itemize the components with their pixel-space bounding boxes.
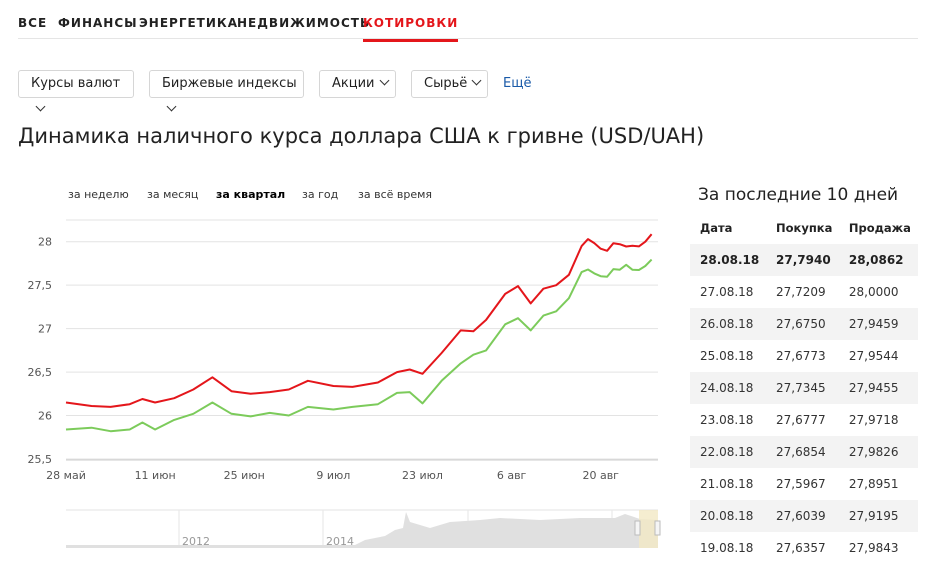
navigator-left-handle[interactable]	[634, 520, 641, 536]
x-tick-label: 11 июн	[135, 469, 176, 482]
table-row: 22.08.18 27,6854 27,9826	[690, 436, 918, 468]
cell-sell: 28,0862	[838, 244, 918, 276]
table-row: 25.08.18 27,6773 27,9544	[690, 340, 918, 372]
cell-sell: 27,9455	[838, 372, 918, 404]
nav-item-finance[interactable]: ФИНАНСЫ	[58, 16, 138, 30]
cell-buy: 27,6854	[766, 436, 839, 468]
cell-buy: 27,7940	[766, 244, 839, 276]
period-week[interactable]: за неделю	[68, 188, 129, 201]
table-row: 20.08.18 27,6039 27,9195	[690, 500, 918, 532]
period-year[interactable]: за год	[302, 188, 339, 201]
nav-item-realty[interactable]: НЕДВИЖИМОСТЬ	[237, 16, 371, 30]
nav-item-quotes[interactable]: КОТИРОВКИ	[363, 16, 459, 42]
table-row: 26.08.18 27,6750 27,9459	[690, 308, 918, 340]
cell-date: 22.08.18	[690, 436, 767, 468]
table-row: 28.08.18 27,7940 28,0862	[690, 244, 918, 276]
cell-date: 23.08.18	[700, 413, 754, 427]
table-row: 24.08.18 27,7345 27,9455	[690, 372, 918, 404]
col-sell: Продажа	[848, 221, 911, 235]
shares-dropdown[interactable]: Акции	[319, 70, 396, 98]
cell-buy: 27,6039	[766, 500, 839, 532]
table-row: 21.08.18 27,5967 27,8951	[690, 468, 918, 500]
cell-date: 28.08.18	[690, 244, 767, 276]
sell-rate-line	[65, 233, 653, 408]
nav-item-all[interactable]: ВСЕ	[18, 16, 48, 30]
period-quarter[interactable]: за квартал	[216, 188, 286, 201]
cell-buy: 27,5967	[776, 477, 826, 491]
cell-sell: 27,9843	[848, 541, 899, 555]
x-tick-label: 9 июл	[316, 469, 350, 482]
cell-sell: 27,9718	[848, 413, 899, 427]
table-header-row: Дата Покупка Продажа	[690, 212, 918, 244]
page-title: Динамика наличного курса доллара США к г…	[18, 124, 705, 148]
dropdown-label: Сырьё	[424, 76, 468, 91]
more-link[interactable]: Ещё	[503, 76, 532, 91]
x-tick-label: 23 июл	[402, 469, 443, 482]
cell-date: 25.08.18	[700, 349, 754, 363]
nav-item-energy[interactable]: ЭНЕРГЕТИКА	[139, 16, 239, 30]
period-all-time[interactable]: за всё время	[358, 188, 433, 201]
col-date: Дата	[700, 221, 733, 235]
x-tick-label: 28 май	[46, 469, 86, 482]
cell-buy: 27,6777	[776, 413, 826, 427]
cell-buy: 27,7345	[766, 372, 839, 404]
y-tick-label: 26,5	[28, 366, 53, 379]
table-row: 23.08.18 27,6777 27,9718	[690, 404, 918, 436]
y-tick-label: 27	[38, 323, 52, 336]
buy-rate-line	[65, 258, 653, 433]
dropdown-label: Акции	[332, 76, 375, 91]
cell-sell: 27,9544	[848, 349, 899, 363]
cell-sell: 27,8951	[848, 477, 899, 491]
table-row: 27.08.18 27,7209 28,0000	[690, 276, 918, 308]
cell-date: 19.08.18	[700, 541, 754, 555]
cell-sell: 27,9459	[838, 308, 918, 340]
dropdown-label: Биржевые индексы	[162, 76, 297, 91]
navigator-selection	[639, 510, 658, 548]
y-tick-label: 25,5	[28, 453, 53, 466]
cell-sell: 28,0000	[848, 285, 899, 299]
y-tick-label: 26	[38, 410, 52, 423]
navigator-year-label: 2014	[326, 535, 354, 548]
x-tick-label: 25 июн	[224, 469, 265, 482]
navigator-right-handle[interactable]	[654, 520, 661, 536]
stock-indices-dropdown[interactable]: Биржевые индексы	[149, 70, 304, 112]
cell-date: 21.08.18	[700, 477, 754, 491]
y-tick-label: 27,5	[28, 279, 53, 292]
rates-table: Дата Покупка Продажа 28.08.18 27,7940 28,0…	[690, 212, 918, 564]
rate-chart: 25,5 26 26,5 27 27,5 28 28 май 11 июн 25 июн 9 ию…	[28, 219, 661, 548]
cell-buy: 27,6357	[776, 541, 826, 555]
currency-rates-dropdown[interactable]: Курсы валют	[18, 70, 134, 112]
cell-date: 24.08.18	[690, 372, 767, 404]
table-title: За последние 10 дней	[698, 185, 899, 205]
x-tick-label: 20 авг	[582, 469, 619, 482]
dropdown-label: Курсы валют	[31, 76, 121, 91]
cell-date: 27.08.18	[700, 285, 754, 299]
col-buy: Покупка	[776, 221, 833, 235]
navigator-year-label: 2012	[182, 535, 210, 548]
commodities-dropdown[interactable]: Сырьё	[411, 70, 488, 98]
cell-buy: 27,6750	[766, 308, 839, 340]
period-month[interactable]: за месяц	[147, 188, 199, 201]
cell-sell: 27,9826	[838, 436, 918, 468]
cell-buy: 27,7209	[776, 285, 826, 299]
cell-sell: 27,9195	[838, 500, 918, 532]
x-tick-label: 6 авг	[497, 469, 527, 482]
table-row: 19.08.18 27,6357 27,9843	[690, 532, 918, 564]
navigator-area	[66, 512, 658, 548]
section-nav: ВСЕ ФИНАНСЫ ЭНЕРГЕТИКА НЕДВИЖИМОСТЬ КОТИ…	[18, 0, 918, 42]
cell-buy: 27,6773	[776, 349, 826, 363]
cell-date: 26.08.18	[690, 308, 767, 340]
y-tick-label: 28	[38, 236, 52, 249]
cell-date: 20.08.18	[690, 500, 767, 532]
